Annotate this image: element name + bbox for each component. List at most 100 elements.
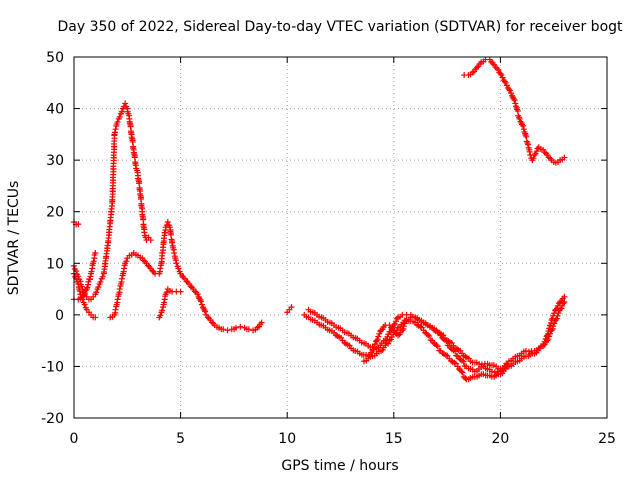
data-point [164, 219, 171, 226]
data-series [360, 298, 568, 383]
data-point [237, 323, 244, 330]
data-point [560, 300, 567, 307]
data-point [177, 288, 184, 295]
data-series [71, 100, 154, 303]
data-point [90, 258, 97, 265]
data-point [163, 289, 170, 296]
grid-layer [74, 57, 607, 418]
data-point [197, 298, 204, 305]
data-point [209, 319, 216, 326]
tick-layer: 0 5 10 15 20 25 -20 -10 0 10 20 30 40 50 [41, 50, 616, 447]
data-point [424, 331, 431, 338]
data-point [426, 332, 433, 339]
x-tick-label: 20 [491, 431, 509, 447]
data-series [305, 306, 512, 373]
data-point [118, 108, 125, 115]
data-series [71, 219, 82, 228]
data-point [511, 97, 518, 104]
data-point [202, 308, 209, 315]
data-point [386, 337, 393, 344]
y-tick-label: 40 [46, 102, 64, 118]
data-point [459, 369, 466, 376]
data-point [561, 298, 568, 305]
data-point [114, 119, 121, 126]
data-point [175, 265, 182, 272]
data-point [557, 306, 564, 313]
data-point [224, 327, 231, 334]
data-series [301, 293, 568, 376]
data-point [159, 307, 166, 314]
y-tick-label: -20 [41, 411, 64, 427]
data-point [288, 304, 295, 311]
data-point [81, 301, 88, 308]
data-point [554, 312, 561, 319]
x-tick-label: 15 [385, 431, 403, 447]
data-point [183, 278, 190, 285]
data-point [169, 239, 176, 246]
data-point [157, 265, 164, 272]
data-point [111, 129, 118, 136]
data-point [88, 268, 95, 275]
data-point [116, 286, 123, 293]
data-point [92, 314, 99, 321]
data-series [107, 219, 265, 334]
y-tick-label: 30 [46, 153, 64, 169]
chart-title: Day 350 of 2022, Sidereal Day-to-day VTE… [57, 19, 623, 35]
data-point [161, 299, 168, 306]
data-layer [71, 56, 568, 383]
data-point [245, 326, 252, 333]
data-point [462, 375, 469, 382]
x-axis-title: GPS time / hours [281, 458, 398, 474]
y-tick-label: 20 [46, 205, 64, 221]
data-point [258, 319, 265, 326]
data-point [198, 301, 205, 308]
x-tick-label: 10 [278, 431, 296, 447]
data-point [506, 86, 513, 93]
data-point [516, 115, 523, 122]
data-point [114, 296, 121, 303]
data-point [173, 260, 180, 267]
data-point [233, 324, 240, 331]
data-point [512, 100, 519, 107]
data-point [433, 342, 440, 349]
data-point [87, 273, 94, 280]
data-point [522, 347, 529, 354]
data-point [187, 283, 194, 290]
data-point [140, 257, 147, 264]
data-point [561, 154, 568, 161]
data-series [284, 304, 295, 316]
data-point [545, 333, 552, 340]
y-tick-label: 10 [46, 256, 64, 272]
data-point [561, 293, 568, 300]
data-point [93, 289, 100, 296]
data-point [478, 361, 485, 368]
data-point [92, 249, 99, 256]
data-point [526, 148, 533, 155]
data-point [95, 284, 102, 291]
data-point [112, 306, 119, 313]
data-point [220, 326, 227, 333]
data-point [393, 315, 400, 322]
data-point [488, 368, 495, 375]
data-point [194, 291, 201, 298]
y-tick-label: 0 [55, 308, 64, 324]
data-point [531, 151, 538, 158]
data-point [458, 368, 465, 375]
data-point [508, 90, 515, 97]
data-point [75, 221, 82, 228]
y-tick-label: -10 [41, 359, 64, 375]
data-point [497, 70, 504, 77]
data-point [84, 284, 91, 291]
data-point [520, 122, 527, 129]
data-point [376, 330, 383, 337]
data-point [191, 288, 198, 295]
data-point [375, 333, 382, 340]
data-point [460, 358, 467, 365]
data-point [434, 343, 441, 350]
data-point [530, 155, 537, 162]
x-tick-label: 5 [176, 431, 185, 447]
data-point [123, 258, 130, 265]
data-point [157, 312, 164, 319]
data-point [112, 126, 119, 133]
